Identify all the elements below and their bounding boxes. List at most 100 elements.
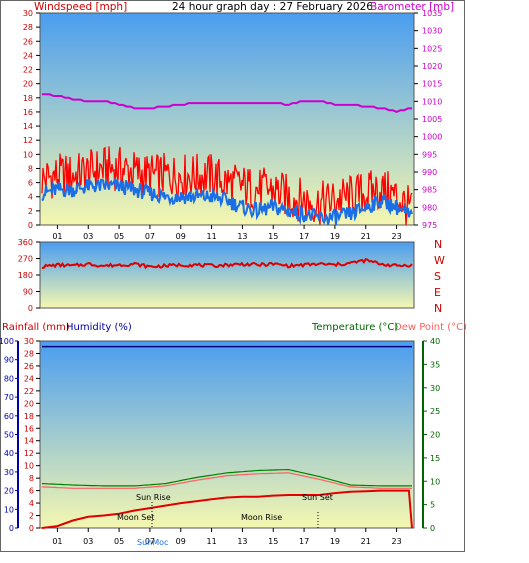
compass-label-w: W (434, 254, 445, 267)
humidity-tick-label: 70 (4, 393, 14, 402)
windspeed-tick-label: 26 (23, 37, 33, 46)
windspeed-tick-label: 4 (28, 193, 33, 202)
humidity-axis-title: Humidity (%) (66, 322, 132, 333)
humidity-y-axis: 0 10 20 30 40 50 60 70 80 90 100 (0, 337, 19, 533)
hour-tick-label: 03 (83, 232, 93, 241)
hour-tick-label: 13 (237, 232, 247, 241)
windspeed-tick-label: 2 (28, 207, 33, 216)
barometer-y-axis: 975 980 985 990 995 1000 1005 1010 1015 1020 1025 1… (414, 9, 442, 230)
temperature-tick-label: 40 (430, 337, 440, 346)
temperature-line (41, 468, 412, 487)
humidity-tick-label: 60 (4, 412, 14, 421)
wind-direction-line (41, 257, 413, 270)
barometer-tick-label: 1025 (422, 44, 442, 53)
hour-tick-label: 21 (361, 232, 371, 241)
rainfall-tick-label: 24 (24, 374, 34, 383)
moon-rise-label: Moon Rise (241, 513, 282, 522)
barometer-tick-label: 1005 (422, 115, 442, 124)
rainfall-tick-label: 8 (29, 474, 34, 483)
barometer-tick-label: 1015 (422, 80, 442, 89)
temperature-y-axis: 0 5 10 15 20 25 30 35 40 (422, 337, 440, 533)
humidity-tick-label: 90 (4, 356, 14, 365)
hour-tick-label: 07 (145, 537, 155, 546)
barometer-tick-label: 980 (422, 203, 437, 212)
windspeed-tick-label: 22 (23, 66, 33, 75)
humidity-tick-label: 10 (4, 505, 14, 514)
temperature-tick-label: 20 (430, 431, 440, 440)
temperature-axis-title: Temperature (°C) (311, 322, 398, 333)
hour-tick-label: 05 (114, 537, 124, 546)
dewpoint-line (41, 472, 412, 489)
direction-plot-area (39, 241, 415, 309)
windspeed-tick-label: 20 (23, 80, 33, 89)
rainfall-tick-label: 18 (24, 412, 34, 421)
hour-tick-label: 11 (206, 537, 216, 546)
compass-label-n: N (434, 238, 442, 251)
rainfall-tick-label: 20 (24, 399, 34, 408)
windspeed-tick-label: 8 (28, 164, 33, 173)
rainfall-tick-label: 30 (24, 337, 34, 346)
windspeed-tick-label: 18 (23, 94, 33, 103)
compass-label-s: S (434, 270, 441, 283)
temperature-tick-label: 15 (430, 454, 440, 463)
sun-set-label: Sun Set (302, 493, 333, 502)
direction-y-axis: 0 90 180 270 360 (18, 238, 40, 313)
humidity-tick-label: 80 (4, 374, 14, 383)
direction-tick-label: 270 (18, 255, 33, 264)
barometer-tick-label: 995 (422, 150, 437, 159)
barometer-tick-label: 1020 (422, 62, 442, 71)
compass-label-n: N (434, 302, 442, 315)
hour-tick-label: 17 (299, 232, 309, 241)
barometer-tick-label: 990 (422, 168, 437, 177)
sun-rise-label: Sun Rise (136, 493, 171, 502)
rainfall-tick-label: 0 (29, 524, 34, 533)
temperature-tick-label: 30 (430, 384, 440, 393)
barometer-line (42, 93, 412, 113)
temperature-tick-label: 35 (430, 360, 440, 369)
rainfall-line (41, 489, 413, 529)
hour-tick-label: 01 (52, 537, 62, 546)
astro-annotations: Sun Rise Moon Set Sun Set Moon Rise SunMoc (117, 493, 333, 547)
windspeed-axis-title: Windspeed [mph] (34, 1, 127, 13)
hour-x-axis: 01 03 05 07 09 11 13 15 17 19 21 23 (52, 225, 402, 241)
windspeed-tick-label: 16 (23, 108, 33, 117)
graph-title: 24 hour graph day : 27 February 2026 (172, 1, 373, 13)
temperature-tick-label: 10 (430, 477, 440, 486)
hour-tick-label: 09 (176, 232, 186, 241)
windspeed-tick-label: 12 (23, 136, 33, 145)
moon-set-label: Moon Set (117, 513, 154, 522)
hour-tick-label: 19 (330, 537, 340, 546)
direction-tick-label: 90 (23, 288, 33, 297)
windspeed-tick-label: 6 (28, 179, 33, 188)
hour-tick-label: 05 (114, 232, 124, 241)
rainfall-tick-label: 14 (24, 437, 34, 446)
temperature-tick-label: 0 (430, 524, 435, 533)
rainfall-tick-label: 10 (24, 462, 34, 471)
windspeed-tick-label: 0 (28, 221, 33, 230)
humidity-tick-label: 0 (9, 524, 14, 533)
windspeed-line (41, 146, 413, 226)
barometer-axis-title: Barometer [mb] (370, 1, 454, 13)
humidity-tick-label: 30 (4, 468, 14, 477)
rainfall-tick-label: 12 (24, 449, 34, 458)
rainfall-tick-label: 16 (24, 424, 34, 433)
hour-tick-label: 21 (361, 537, 371, 546)
hour-tick-label: 15 (268, 537, 278, 546)
hour-tick-label: 01 (52, 232, 62, 241)
gust-line (41, 176, 413, 226)
direction-tick-label: 360 (18, 238, 33, 247)
barometer-tick-label: 1030 (422, 27, 442, 36)
direction-tick-label: 0 (28, 304, 33, 313)
hour-tick-label: 09 (176, 537, 186, 546)
windspeed-tick-label: 30 (23, 9, 33, 18)
direction-tick-label: 180 (18, 271, 33, 280)
sun-moon-axis-label: SunMoc (137, 538, 168, 547)
hour-tick-label: 11 (206, 232, 216, 241)
humidity-tick-label: 20 (4, 487, 14, 496)
barometer-tick-label: 1035 (422, 9, 442, 18)
